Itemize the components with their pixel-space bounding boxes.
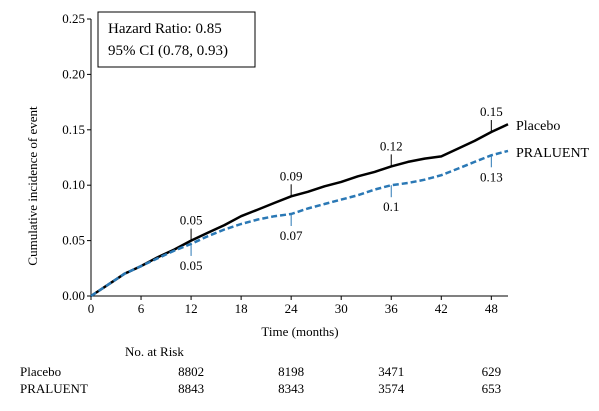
- y-tick-label: 0.20: [62, 66, 85, 81]
- x-tick-label: 30: [335, 301, 348, 316]
- risk-cell: 3471: [378, 364, 405, 379]
- risk-row-label-praluent: PRALUENT: [20, 381, 88, 396]
- point-label: 0.09: [280, 168, 303, 183]
- risk-cell: 653: [481, 381, 502, 396]
- x-tick-label: 18: [235, 301, 248, 316]
- series-lines: [90, 123, 509, 298]
- series-line-praluent: [90, 149, 509, 298]
- y-tick-label: 0.00: [62, 288, 85, 303]
- risk-cell: 3574: [378, 381, 405, 396]
- risk-cell: 8198: [278, 364, 305, 379]
- x-tick-label: 36: [385, 301, 399, 316]
- x-tick-label: 0: [88, 301, 95, 316]
- x-tick-label: 48: [485, 301, 498, 316]
- x-tick-label: 24: [285, 301, 299, 316]
- legend-praluent: PRALUENT: [516, 146, 590, 161]
- risk-cell: 8343: [278, 381, 305, 396]
- point-label: 0.1: [383, 199, 399, 214]
- y-tick-label: 0.25: [62, 11, 85, 26]
- x-axis-label: Time (months): [261, 324, 338, 339]
- x-tick-label: 6: [138, 301, 145, 316]
- risk-row-label-placebo: Placebo: [20, 364, 62, 379]
- legend-placebo: Placebo: [516, 119, 560, 134]
- risk-cell: 8802: [178, 364, 205, 379]
- point-label: 0.15: [480, 104, 503, 119]
- point-labels: 0.05 0.09 0.12 0.15 0.05 0.07 0.1 0.13: [180, 104, 503, 273]
- axes: 0.00 0.05 0.10 0.15 0.20 0.25 0 6 12 18 24 30 36 42 48: [62, 11, 508, 316]
- point-label: 0.12: [380, 138, 403, 153]
- risk-table-title: No. at Risk: [125, 344, 184, 359]
- y-tick-label: 0.05: [62, 233, 85, 248]
- x-tick-label: 42: [435, 301, 448, 316]
- point-label: 0.07: [280, 228, 303, 243]
- hazard-ratio-text: Hazard Ratio: 0.85: [108, 21, 222, 37]
- y-tick-label: 0.15: [62, 122, 85, 137]
- y-axis-label: Cumulative incidence of event: [25, 106, 40, 266]
- y-tick-label: 0.10: [62, 177, 85, 192]
- risk-cell: 8843: [178, 381, 205, 396]
- point-label: 0.13: [480, 169, 503, 184]
- risk-cell: 629: [481, 364, 502, 379]
- point-label: 0.05: [180, 258, 203, 273]
- x-tick-label: 12: [185, 301, 198, 316]
- point-label: 0.05: [180, 213, 203, 228]
- confidence-interval-text: 95% CI (0.78, 0.93): [108, 43, 228, 59]
- hazard-ratio-box: [97, 11, 256, 68]
